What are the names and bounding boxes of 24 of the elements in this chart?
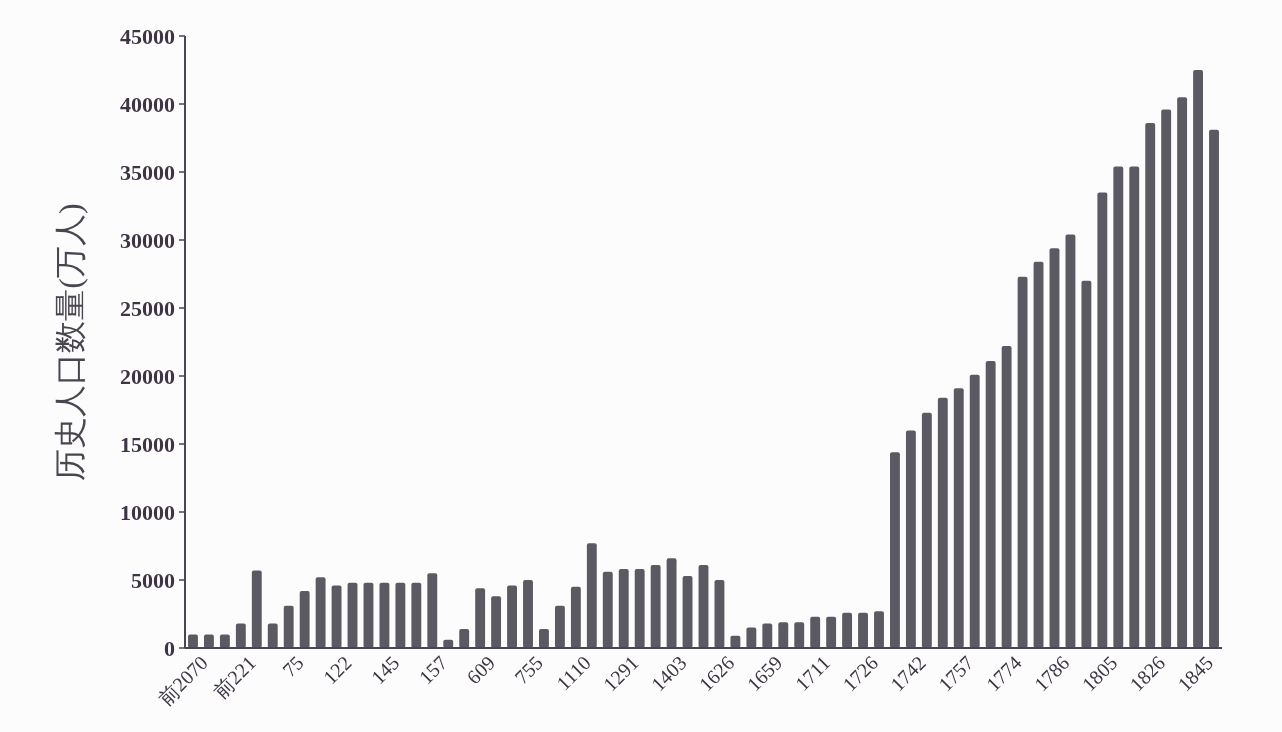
x-tick-label: 75	[278, 651, 308, 682]
y-tick-label: 15000	[120, 431, 175, 457]
x-tick-label: 122	[318, 651, 356, 689]
y-tick-label: 10000	[120, 499, 175, 525]
y-tick-label: 30000	[120, 227, 175, 253]
y-tick-label: 45000	[120, 23, 175, 49]
x-tick-label: 1291	[598, 651, 643, 696]
y-tick-label: 35000	[120, 159, 175, 185]
x-tick-label: 前221	[208, 651, 260, 703]
y-tick-label: 0	[164, 635, 175, 661]
x-tick-label: 755	[510, 651, 548, 689]
x-tick-label: 157	[414, 651, 452, 689]
y-tick-label: 5000	[131, 567, 175, 593]
x-tick-label: 145	[366, 651, 404, 689]
x-tick-label: 1403	[646, 651, 691, 696]
y-tick-label: 25000	[120, 295, 175, 321]
y-tick-label: 40000	[120, 91, 175, 117]
x-tick-label: 1742	[886, 651, 930, 696]
x-tick-label: 609	[462, 651, 500, 689]
x-tick-label: 1711	[790, 651, 835, 695]
x-tick-label: 1110	[552, 651, 595, 695]
y-axis-title: 历史人口数量(万人)	[52, 203, 88, 481]
x-tick-label: 1659	[742, 651, 787, 696]
y-tick-label: 20000	[120, 363, 175, 389]
